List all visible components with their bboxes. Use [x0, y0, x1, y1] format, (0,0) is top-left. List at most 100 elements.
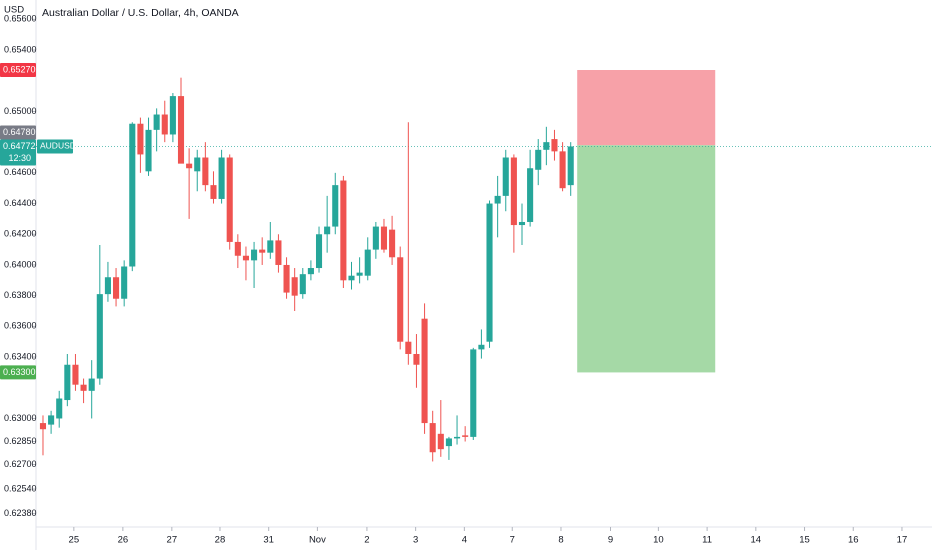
candle-body [502, 157, 509, 196]
candle-body [421, 318, 428, 424]
candle-body [413, 353, 420, 365]
candle-body [405, 341, 412, 354]
candle-body [478, 344, 485, 350]
candle-body [72, 364, 79, 385]
candle-body [226, 157, 233, 242]
y-tick-label: 0.62540 [4, 483, 37, 493]
x-tick-label: 3 [413, 535, 418, 546]
chart-title: Australian Dollar / U.S. Dollar, 4h, OAN… [42, 7, 239, 19]
candle-body [259, 249, 266, 253]
y-tick-label: 0.63400 [4, 351, 37, 361]
x-tick-label: Nov [309, 535, 326, 546]
countdown: 12:30 [8, 153, 31, 163]
candle-body [380, 226, 388, 250]
candle-body [315, 234, 323, 269]
candle-body [559, 151, 566, 189]
candle-body [251, 249, 258, 261]
x-tick-label: 28 [215, 535, 226, 546]
price-marker-label: 0.64780 [3, 127, 36, 137]
y-tick-label: 0.64000 [4, 259, 37, 269]
candle-body [121, 266, 128, 299]
candle-body [543, 142, 550, 150]
candle-body [242, 255, 249, 261]
x-tick-label: 16 [848, 535, 859, 546]
candle-body [429, 423, 436, 453]
candle-body [210, 185, 217, 199]
candle-body [389, 229, 396, 258]
candle-body [397, 257, 404, 342]
candle-body [567, 146, 574, 186]
candle-body [153, 114, 160, 130]
candle-body [39, 423, 47, 430]
x-tick-label: 2 [364, 535, 369, 546]
x-tick-label: 8 [558, 535, 563, 546]
x-tick-label: 9 [608, 535, 613, 546]
y-tick-label: 0.64400 [4, 198, 37, 208]
candle-body [186, 163, 193, 169]
candle-body [113, 277, 120, 299]
y-tick-label: 0.63000 [4, 413, 37, 423]
candle-body [80, 384, 87, 391]
candle-body [267, 240, 274, 253]
y-tick-label: 0.63600 [4, 321, 37, 331]
y-tick-label: 0.65400 [4, 44, 37, 54]
candle-body [510, 157, 517, 226]
y-tick-label: 0.63800 [4, 290, 37, 300]
symbol-box [37, 139, 73, 154]
x-tick-label: 15 [799, 535, 810, 546]
x-tick-label: 25 [69, 535, 80, 546]
candle-body [454, 436, 461, 439]
candle-body [299, 274, 306, 295]
current-price-box [0, 139, 36, 166]
candle-body [169, 96, 176, 135]
y-tick-label: 0.65000 [4, 106, 37, 116]
candle-body [177, 96, 185, 164]
price-marker [0, 365, 36, 380]
candle-body [307, 268, 314, 275]
candle-body [275, 240, 282, 265]
candle-body [332, 185, 339, 227]
candle-body [340, 180, 347, 281]
candle-body [494, 195, 501, 204]
y-unit: USD [4, 5, 24, 16]
candle-body [356, 272, 363, 276]
candle-body [96, 294, 103, 379]
candle-body [194, 157, 201, 172]
price-marker-label: 0.65270 [3, 64, 36, 74]
x-tick-label: 14 [751, 535, 762, 546]
x-tick-label: 7 [510, 535, 515, 546]
price-marker [0, 125, 36, 140]
x-tick-label: 11 [702, 535, 712, 546]
x-tick-label: 27 [167, 535, 178, 546]
candle-body [202, 157, 209, 186]
candle-body [551, 139, 558, 152]
candle-body [462, 435, 469, 437]
candle-body [518, 221, 526, 226]
candle-body [283, 264, 290, 293]
candle-body [486, 203, 493, 342]
candle-body [291, 277, 298, 296]
x-tick-label: 4 [462, 535, 467, 546]
candle-body [470, 349, 477, 437]
position-stop-zone [577, 70, 716, 146]
candle-body [527, 168, 534, 222]
candle-body [348, 275, 355, 281]
current-price-label: 0.64772 [3, 141, 36, 151]
y-tick-label: 0.62700 [4, 459, 37, 469]
candle-body [88, 378, 95, 391]
candle-body [145, 129, 152, 172]
candle-body [218, 157, 225, 199]
candle-body [56, 398, 63, 419]
candle-body [161, 114, 168, 135]
position-target-zone [577, 145, 716, 373]
y-tick-label: 0.65600 [4, 14, 37, 24]
symbol-label: AUDUSD [40, 141, 76, 151]
candle-body [234, 241, 241, 256]
candle-body [437, 433, 444, 450]
price-marker [0, 63, 36, 78]
candle-body [535, 149, 542, 170]
candle-body [364, 249, 371, 276]
x-tick-label: 26 [118, 535, 129, 546]
